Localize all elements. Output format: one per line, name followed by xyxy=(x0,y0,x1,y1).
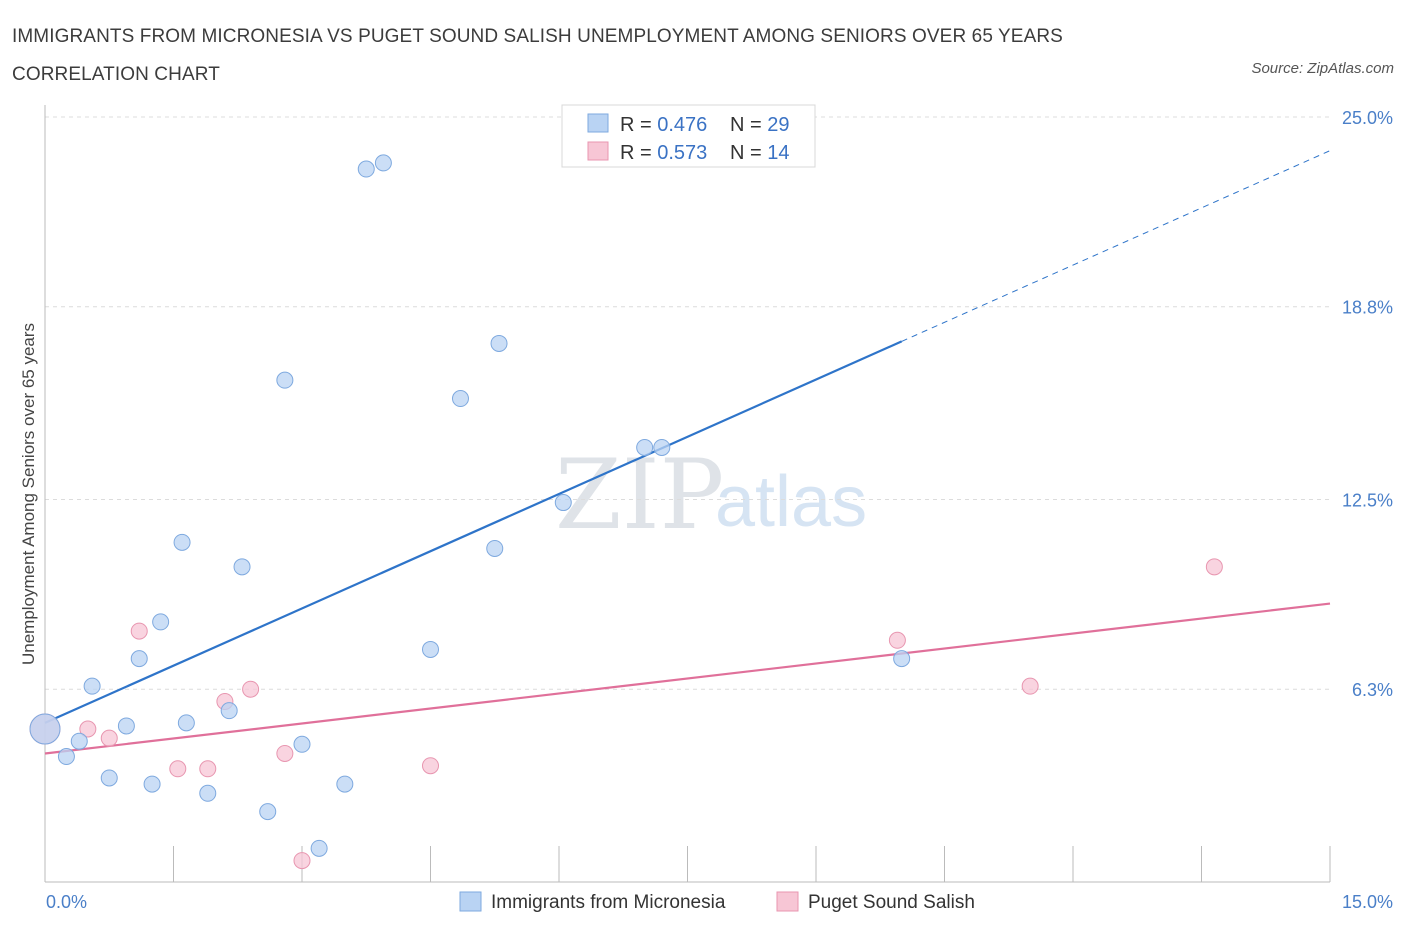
data-point-blue xyxy=(357,160,375,178)
watermark-atlas: atlas xyxy=(715,462,867,542)
axes xyxy=(44,105,1331,883)
data-point-blue xyxy=(259,803,277,821)
data-point-blue xyxy=(233,558,251,576)
data-point-pink xyxy=(199,760,217,778)
data-point-blue xyxy=(486,539,504,557)
data-point-blue xyxy=(70,732,88,750)
data-point-blue xyxy=(29,713,61,745)
data-point-blue xyxy=(173,533,191,551)
data-point-pink xyxy=(293,852,311,870)
data-point-blue xyxy=(152,613,170,631)
legend-r-value: 0.476 xyxy=(657,114,707,136)
data-point-blue xyxy=(310,839,328,857)
data-point-pink xyxy=(100,729,118,747)
data-point-pink xyxy=(130,622,148,640)
legend-r-label: R = xyxy=(620,142,657,164)
series-legend-label-micronesia: Immigrants from Micronesia xyxy=(491,892,726,913)
series-legend-swatch-salish xyxy=(776,891,799,912)
trend-lines xyxy=(44,150,1331,755)
data-point-pink xyxy=(1205,558,1223,576)
data-points xyxy=(29,154,1223,870)
series-legend-label-salish: Puget Sound Salish xyxy=(808,892,975,913)
legend-row-micronesia: R = 0.476 N = 29 xyxy=(620,114,790,136)
data-point-blue xyxy=(276,371,294,389)
x-tick-label: 15.0% xyxy=(1342,892,1393,912)
trend-line-extension-blue xyxy=(901,150,1331,342)
data-point-blue xyxy=(374,154,392,172)
chart-title: IMMIGRANTS FROM MICRONESIA VS PUGET SOUN… xyxy=(12,26,1063,85)
data-point-blue xyxy=(143,775,161,793)
legend-n-value: 29 xyxy=(767,114,789,136)
data-point-blue xyxy=(130,650,148,668)
data-point-blue xyxy=(554,494,572,512)
data-point-blue xyxy=(177,714,195,732)
series-legend: Immigrants from Micronesia Puget Sound S… xyxy=(459,891,975,913)
trend-line-pink xyxy=(44,602,1331,755)
legend-r-value: 0.573 xyxy=(657,142,707,164)
data-point-pink xyxy=(1021,677,1039,695)
data-point-pink xyxy=(79,720,97,738)
y-tick-label: 18.8% xyxy=(1342,298,1393,318)
data-point-pink xyxy=(242,680,260,698)
data-point-blue xyxy=(83,677,101,695)
data-point-blue xyxy=(336,775,354,793)
data-point-blue xyxy=(293,735,311,753)
legend-n-value: 14 xyxy=(767,142,789,164)
source-note: Source: ZipAtlas.com xyxy=(1251,60,1394,77)
watermark-zip: ZIP xyxy=(555,439,724,551)
data-point-pink xyxy=(422,757,439,775)
gridlines xyxy=(45,116,1330,690)
y-tick-label: 25.0% xyxy=(1342,108,1393,128)
y-axis-title: Unemployment Among Seniors over 65 years xyxy=(19,323,38,665)
data-point-pink xyxy=(169,760,187,778)
data-point-pink xyxy=(276,744,294,762)
legend-n-label: N = xyxy=(730,142,767,164)
stats-legend: R = 0.476 N = 29 R = 0.573 N = 14 xyxy=(561,104,816,168)
legend-row-salish: R = 0.573 N = 14 xyxy=(620,142,790,164)
data-point-blue xyxy=(490,334,508,352)
legend-r-label: R = xyxy=(620,114,657,136)
data-point-pink xyxy=(888,631,906,649)
data-point-blue xyxy=(422,640,439,658)
data-point-blue xyxy=(100,769,118,787)
series-legend-swatch-micronesia xyxy=(459,891,482,912)
tick-labels: 6.3% 12.5% 18.8% 25.0% 0.0% 15.0% xyxy=(46,108,1393,912)
data-point-blue xyxy=(220,702,238,720)
data-point-blue xyxy=(653,438,671,456)
legend-swatch-salish xyxy=(587,141,609,161)
y-tick-label: 6.3% xyxy=(1352,680,1393,700)
data-point-blue xyxy=(117,717,135,735)
data-point-blue xyxy=(57,748,75,766)
data-point-blue xyxy=(893,650,911,668)
legend-swatch-micronesia xyxy=(587,113,609,133)
data-point-blue xyxy=(199,784,217,802)
data-point-blue xyxy=(451,390,469,408)
y-tick-label: 12.5% xyxy=(1342,491,1393,511)
data-point-blue xyxy=(636,438,654,456)
x-tick-label: 0.0% xyxy=(46,892,87,912)
trend-line-blue xyxy=(44,340,903,724)
legend-n-label: N = xyxy=(730,114,767,136)
